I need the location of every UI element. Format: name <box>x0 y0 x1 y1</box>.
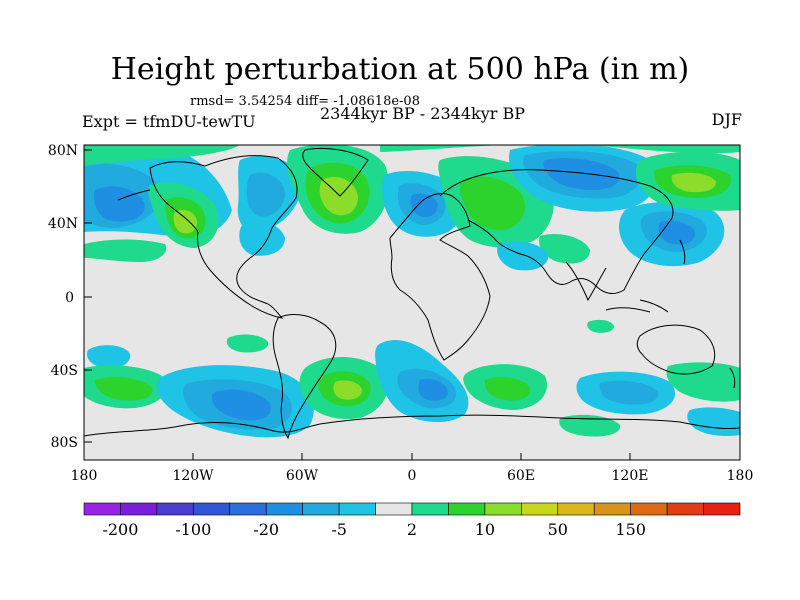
contour-seatl-neg3 <box>418 378 448 401</box>
contour-alaska-pos3 <box>173 210 197 234</box>
contour-tropic-green <box>226 334 269 353</box>
contour-satl-pos3 <box>333 380 362 400</box>
stats-line: rmsd= 3.54254 diff= -1.08618e-08 <box>190 94 420 109</box>
colorbar-labels: -200 -100 -20 -5 2 10 50 150 <box>102 520 645 539</box>
contour-saus-neg2 <box>599 380 659 405</box>
colorbar-swatch <box>521 502 559 516</box>
colorbar-label: 10 <box>475 520 495 539</box>
colorbar-label: 150 <box>615 520 646 539</box>
season-label: DJF <box>711 110 742 129</box>
colorbar-label: -5 <box>331 520 347 539</box>
contour-fields <box>84 145 740 440</box>
colorbar-swatch <box>593 502 631 516</box>
y-tick-label: 40N <box>48 216 78 232</box>
colorbar-swatch <box>557 502 595 516</box>
x-tick-label: 120E <box>612 468 649 484</box>
colorbar-label: -100 <box>175 520 211 539</box>
colorbar <box>83 502 741 516</box>
y-tick-label: 80S <box>51 435 78 451</box>
y-axis-ticks <box>84 149 92 443</box>
x-tick-label: 0 <box>408 468 417 484</box>
contour-pac-strip <box>84 239 167 262</box>
contour-drake-neg3 <box>212 389 271 421</box>
contour-sepac-pos2 <box>559 414 621 437</box>
experiment-label: Expt = tfmDU-tewTU <box>82 112 256 131</box>
figure-title: Height perturbation at 500 hPa (in m) <box>110 52 690 87</box>
colorbar-label: -200 <box>102 520 138 539</box>
colorbar-swatch <box>448 502 486 516</box>
contour-sepac-pos <box>666 362 740 402</box>
colorbar-swatch <box>375 502 413 516</box>
colorbar-swatch <box>193 502 231 516</box>
colorbar-swatch <box>630 502 668 516</box>
colorbar-swatch <box>703 502 741 516</box>
contour-siberia-pos2 <box>459 176 526 231</box>
contour-europe-neg3 <box>410 193 438 217</box>
x-tick-label: 60W <box>286 468 319 484</box>
colorbar-swatch <box>411 502 449 516</box>
colorbar-swatch <box>484 502 522 516</box>
contour-sind-pos2 <box>484 377 531 401</box>
colorbar-label: 50 <box>548 520 568 539</box>
colorbar-swatch <box>83 502 121 516</box>
y-tick-label: 0 <box>65 290 74 306</box>
contour-swpac-neg <box>86 345 131 369</box>
coastlines <box>84 147 740 440</box>
contour-pole-left <box>84 145 240 166</box>
colorbar-swatch <box>666 502 704 516</box>
colorbar-swatch <box>265 502 303 516</box>
contour-japan-neg3 <box>658 220 696 245</box>
x-tick-label: 180 <box>71 468 98 484</box>
colorbar-swatch <box>338 502 376 516</box>
colorbar-label: 2 <box>407 520 417 539</box>
x-tick-label: 120W <box>172 468 214 484</box>
contour-esiberia-neg3 <box>543 158 620 190</box>
contour-siberia-pos3 <box>539 233 590 264</box>
y-tick-label: 80N <box>48 143 78 159</box>
contour-swpac-pos2 <box>95 377 153 401</box>
contour-hudson-neg2 <box>246 172 285 217</box>
x-tick-label: 180 <box>727 468 754 484</box>
x-tick-label: 60E <box>507 468 535 484</box>
period-subtitle: 2344kyr BP - 2344kyr BP <box>320 104 525 123</box>
y-tick-label: 40S <box>51 363 78 379</box>
colorbar-label: -20 <box>253 520 279 539</box>
contour-tropic-indian <box>587 319 614 333</box>
colorbar-swatch <box>156 502 194 516</box>
colorbar-swatch <box>302 502 340 516</box>
contour-kamchatka-pos3 <box>671 172 716 193</box>
colorbar-swatch <box>229 502 267 516</box>
contour-pole-right <box>380 145 740 154</box>
colorbar-swatch <box>120 502 158 516</box>
contour-eus-neg <box>239 221 285 256</box>
x-axis-ticks <box>83 453 741 460</box>
contour-mideast-neg <box>497 241 549 271</box>
